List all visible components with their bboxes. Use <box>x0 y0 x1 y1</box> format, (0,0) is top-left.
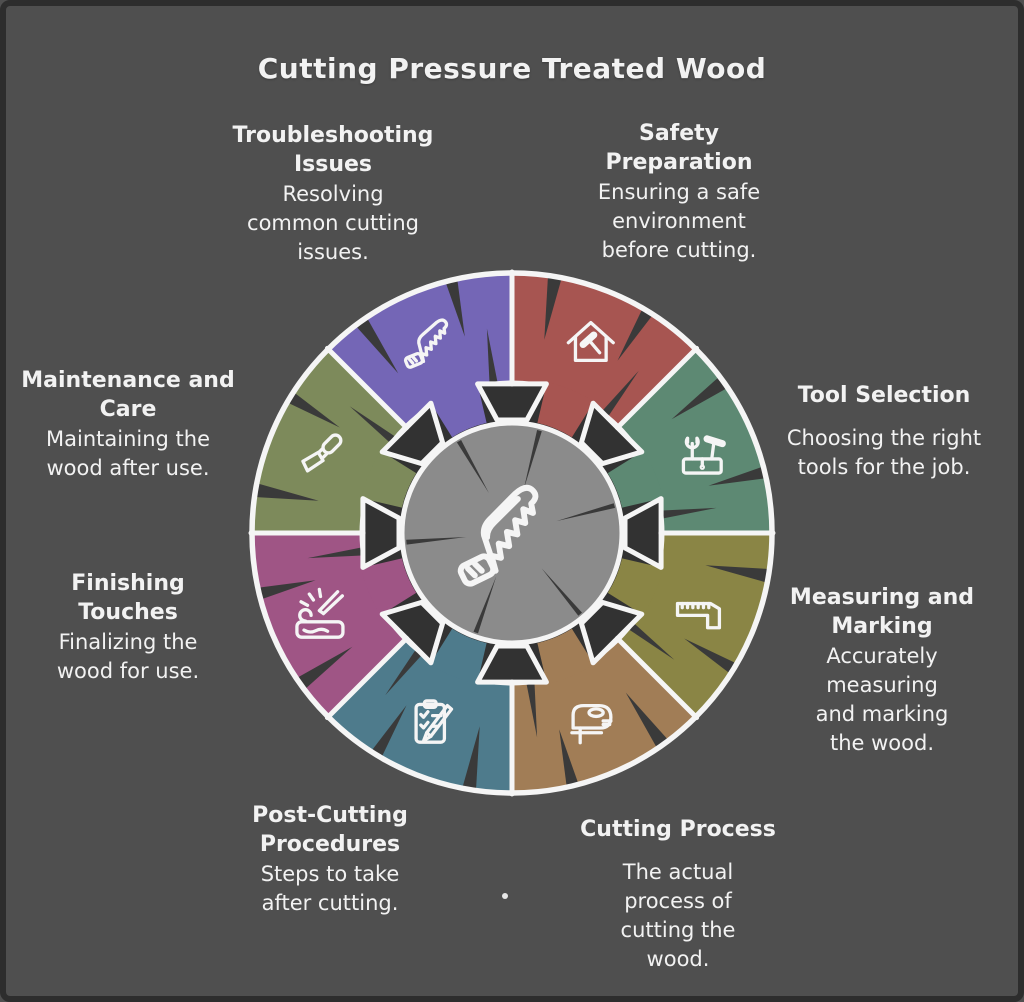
segment-description: Resolving common cutting issues. <box>247 182 419 264</box>
label-measuring-and-marking: Measuring and Marking Accurately measuri… <box>772 583 992 759</box>
clipboard-pencil-icon <box>414 699 454 744</box>
segment-heading: Measuring and Marking <box>789 585 975 639</box>
label-post-cutting-procedures: Post-Cutting Procedures Steps to take af… <box>215 801 445 919</box>
segment-heading: Finishing Touches <box>71 571 185 625</box>
process-wheel <box>248 269 776 797</box>
handsaw-icon <box>457 484 539 587</box>
chisel-icon <box>301 433 343 473</box>
wrench-hammer-icon <box>681 435 726 475</box>
segment-description: Accurately measuring and marking the woo… <box>815 644 949 755</box>
stray-dot <box>502 893 508 899</box>
segment-heading: Maintenance and Care <box>21 368 235 422</box>
segment-heading: Troubleshooting Issues <box>232 123 434 177</box>
segment-heading: Post-Cutting Procedures <box>252 803 408 857</box>
house-hammer-icon <box>566 320 615 363</box>
segment-description: Ensuring a safe environment before cutti… <box>597 180 761 262</box>
segment-description: Steps to take after cutting. <box>260 862 400 915</box>
jigsaw-icon <box>570 703 613 745</box>
carving-tool-icon <box>295 587 345 639</box>
label-safety-preparation: Safety Preparation Ensuring a safe envir… <box>564 119 794 266</box>
segment-description: Finalizing the wood for use. <box>56 630 200 683</box>
label-troubleshooting-issues: Troubleshooting Issues Resolving common … <box>213 121 453 268</box>
label-cutting-process: Cutting Process The actual process of cu… <box>563 815 793 975</box>
segment-heading: Tool Selection <box>797 383 971 408</box>
handsaw-icon <box>403 318 449 369</box>
segment-description: Maintaining the wood after use. <box>46 427 210 480</box>
tape-measure-icon <box>675 601 722 630</box>
segment-heading: Cutting Process <box>580 817 776 842</box>
segment-description: Choosing the right tools for the job. <box>786 426 982 479</box>
page-title: Cutting Pressure Treated Wood <box>257 52 767 85</box>
label-tool-selection: Tool Selection Choosing the right tools … <box>754 381 1014 483</box>
segment-description: The actual process of cutting the wood. <box>620 860 736 971</box>
label-maintenance-and-care: Maintenance and Care Maintaining the woo… <box>18 366 238 484</box>
segment-heading: Safety Preparation <box>605 121 753 175</box>
label-finishing-touches: Finishing Touches Finalizing the wood fo… <box>28 569 228 687</box>
